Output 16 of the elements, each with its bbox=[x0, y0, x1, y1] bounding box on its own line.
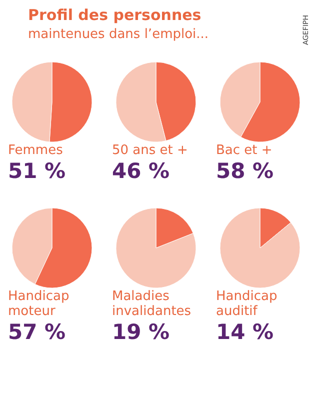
text: Profil des personnes bbox=[28, 6, 202, 24]
text: 51 % bbox=[8, 159, 66, 183]
text: Bac et + bbox=[216, 143, 272, 158]
text: Femmes bbox=[8, 143, 64, 158]
text: 14 % bbox=[216, 320, 274, 344]
text: maintenues dans l’emploi... bbox=[28, 27, 209, 42]
text: 46 % bbox=[112, 159, 170, 183]
text: 19 % bbox=[112, 320, 170, 344]
text: Handicap moteur bbox=[8, 289, 70, 319]
text: 58 % bbox=[216, 159, 274, 183]
text: 50 ans et + bbox=[112, 143, 188, 158]
text: Maladies invalidantes bbox=[112, 289, 192, 319]
pie-slice bbox=[116, 208, 196, 288]
text: Handicap auditif bbox=[216, 289, 278, 319]
text: 57 % bbox=[8, 320, 66, 344]
pie-slice bbox=[220, 208, 300, 288]
